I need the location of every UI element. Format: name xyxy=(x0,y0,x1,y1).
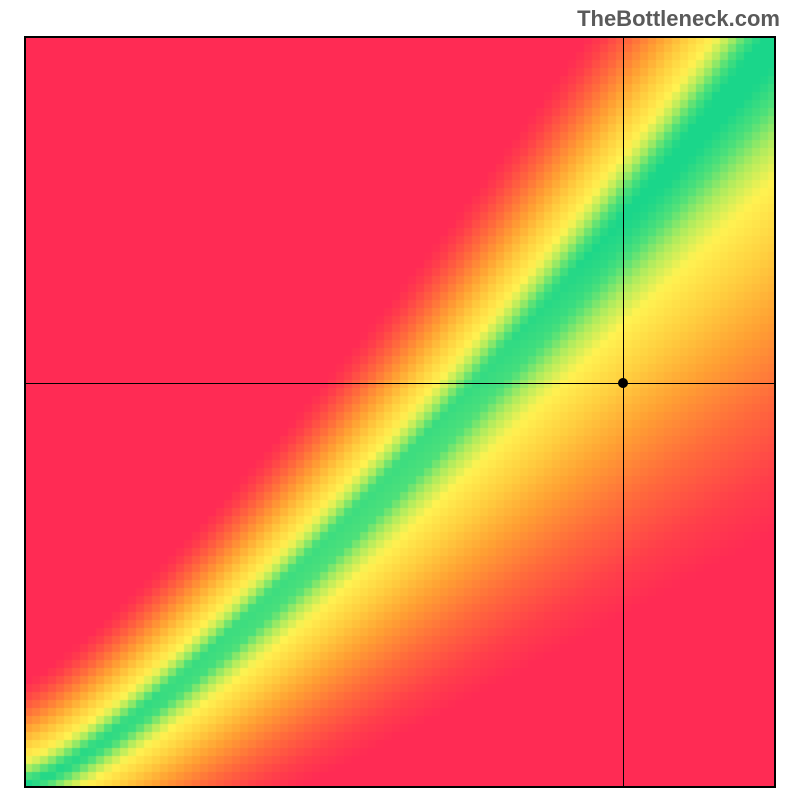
heatmap-canvas xyxy=(24,36,776,788)
bottleneck-heatmap[interactable] xyxy=(24,36,776,788)
watermark: TheBottleneck.com xyxy=(577,6,780,32)
